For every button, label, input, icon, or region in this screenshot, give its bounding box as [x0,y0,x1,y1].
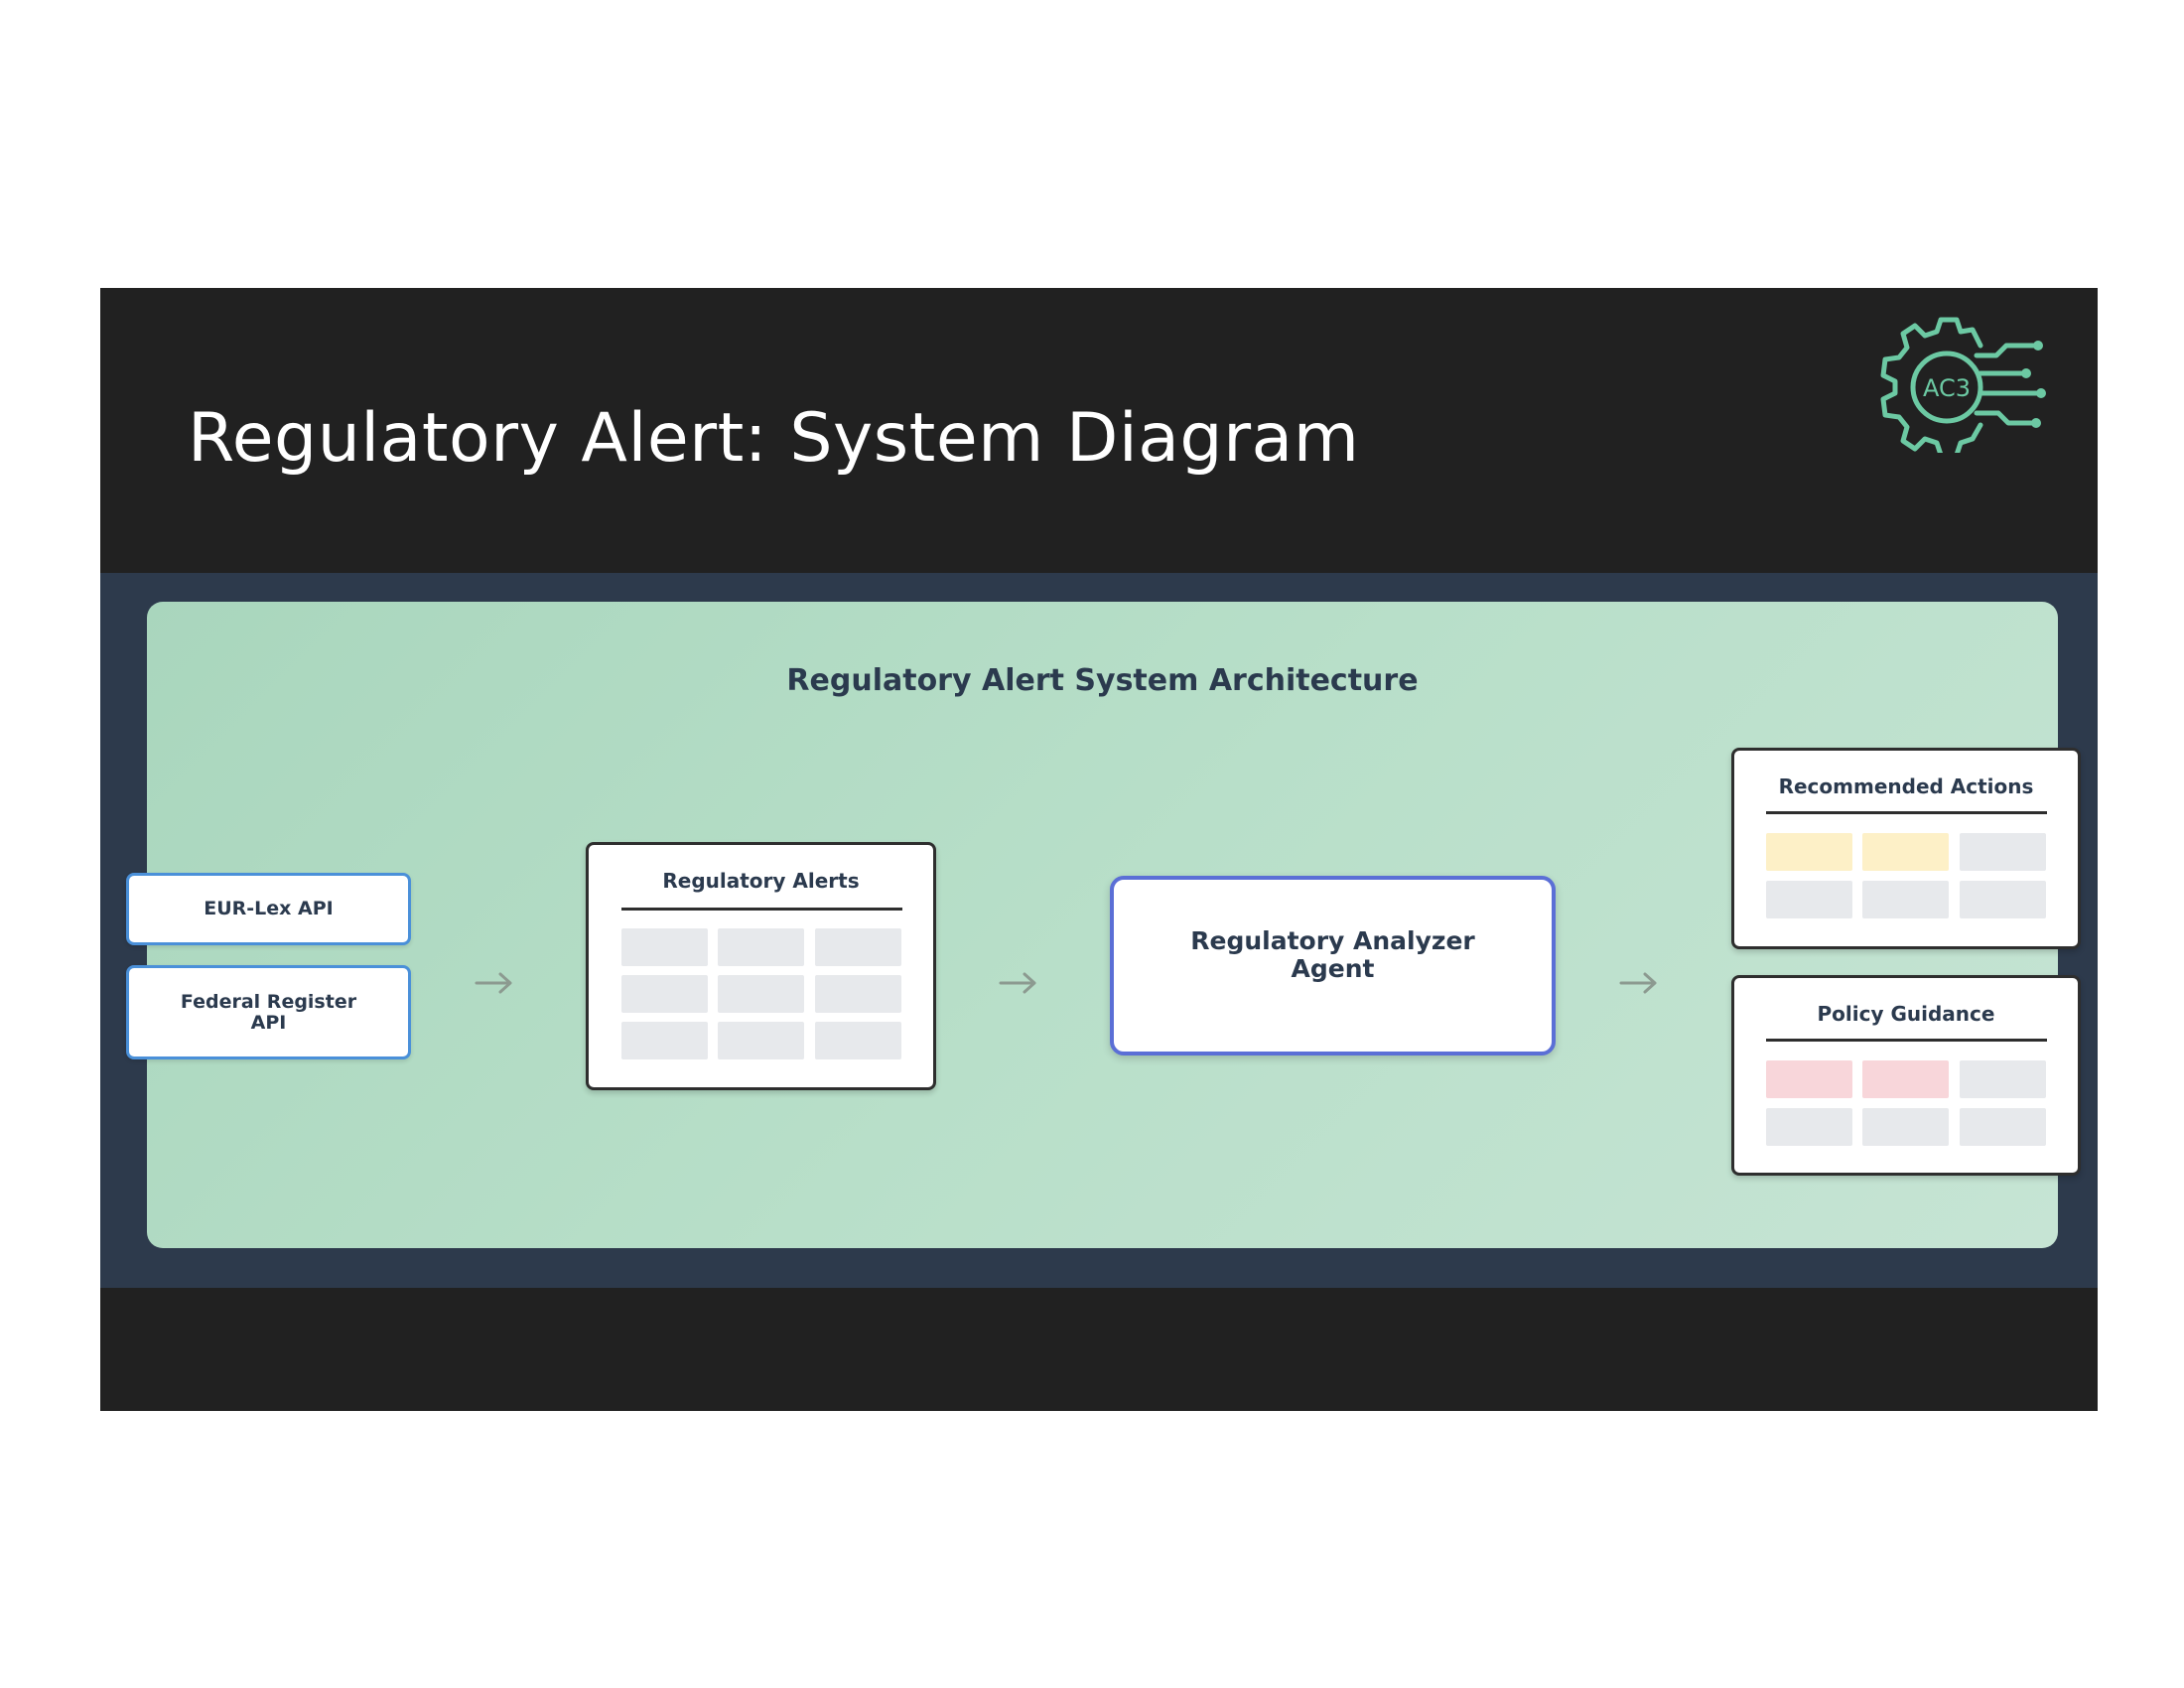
regulatory-alerts-title: Regulatory Alerts [662,869,860,893]
arrow-icon [1619,971,1659,995]
grid-cell [621,1022,708,1059]
grid-cell [815,975,901,1013]
recommended-actions-title: Recommended Actions [1778,774,2034,798]
grid-cell-highlight [1766,833,1852,871]
arrow-icon [999,971,1038,995]
grid-cell [718,928,804,966]
slide-title: Regulatory Alert: System Diagram [188,399,1360,478]
grid-cell [815,928,901,966]
grid-cell [718,1022,804,1059]
divider [1766,811,2047,814]
grid-cell [1960,1060,2046,1098]
agent-label: Regulatory Analyzer Agent [1190,925,1475,983]
divider [1766,1039,2047,1042]
grid-cell [1960,1108,2046,1146]
regulatory-alerts-card: Regulatory Alerts [586,842,936,1090]
eur-lex-api-label: EUR-Lex API [204,898,334,920]
grid-cell [1766,1108,1852,1146]
regulatory-analyzer-agent-box: Regulatory Analyzer Agent [1110,876,1556,1055]
slide: Regulatory Alert: System Diagram [100,288,2098,1411]
grid-cell [1862,1108,1949,1146]
gear-circuit-icon: AC3 [1880,317,2046,458]
grid-cell-highlight [1862,1060,1949,1098]
logo-text: AC3 [1923,374,1971,402]
grid-cell [1766,881,1852,918]
architecture-title: Regulatory Alert System Architecture [786,663,1419,698]
grid-cell [1960,881,2046,918]
grid-cell-highlight [1766,1060,1852,1098]
recommended-actions-card: Recommended Actions [1731,748,2081,949]
grid-cell-highlight [1862,833,1949,871]
federal-register-api-box: Federal Register API [126,965,411,1059]
eur-lex-api-box: EUR-Lex API [126,873,411,945]
grid-cell [1960,833,2046,871]
grid-cell [1862,881,1949,918]
grid-cell [815,1022,901,1059]
policy-guidance-card: Policy Guidance [1731,975,2081,1176]
divider [621,908,902,911]
arrow-icon [475,971,514,995]
grid-cell [621,928,708,966]
grid-cell [621,975,708,1013]
grid-cell [718,975,804,1013]
federal-register-api-label: Federal Register API [180,990,357,1034]
policy-guidance-title: Policy Guidance [1817,1002,1995,1026]
diagram-band: Regulatory Alert System Architecture EUR… [100,573,2098,1288]
ac3-logo: AC3 [1877,314,2046,458]
